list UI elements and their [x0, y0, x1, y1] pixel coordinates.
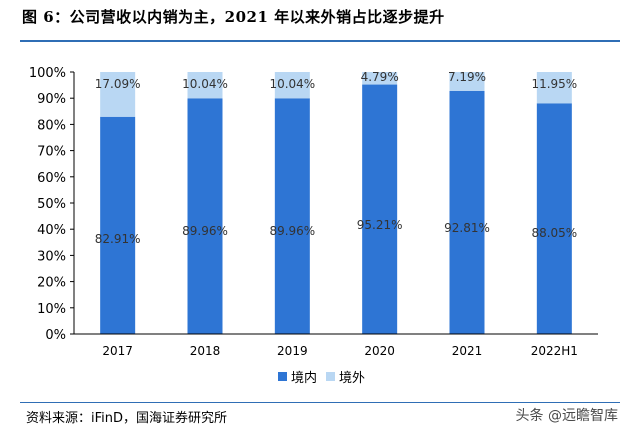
data-label-overseas: 10.04% — [269, 77, 315, 91]
y-tick-label: 70% — [37, 145, 66, 160]
y-tick-label: 100% — [29, 66, 66, 81]
bars: 82.91% 17.09% 89.96% 10.04% 89.96% 10.04% 95.2… — [95, 70, 577, 335]
y-tick-label: 30% — [37, 249, 66, 264]
data-label-overseas: 17.09% — [95, 77, 141, 91]
x-tick-label: 2020 — [364, 344, 395, 358]
source-rule — [20, 402, 620, 403]
bar-domestic — [100, 116, 136, 334]
watermark: 头条 @远瞻智库 — [515, 408, 618, 424]
data-label-overseas: 11.95% — [531, 77, 577, 91]
data-label-domestic: 89.96% — [269, 224, 315, 238]
y-tick-label: 40% — [37, 223, 66, 238]
stacked-bar-chart: 0% 10% 20% 30% 40% 50% 60% 70% 80% 90% 100% 82.91%… — [29, 66, 598, 386]
bar-overseas — [100, 72, 136, 117]
bar-domestic — [187, 98, 223, 334]
bar-overseas — [362, 72, 398, 85]
bar-domestic — [362, 84, 398, 334]
data-label-domestic: 82.91% — [95, 232, 141, 246]
y-tick-label: 10% — [37, 302, 66, 317]
data-label-overseas: 10.04% — [182, 77, 228, 91]
x-tick-label: 2019 — [277, 344, 308, 358]
data-label-domestic: 92.81% — [444, 221, 490, 235]
legend-label-overseas: 境外 — [339, 371, 365, 386]
x-tick-label: 2022H1 — [531, 344, 578, 358]
y-tick-label: 20% — [37, 276, 66, 291]
y-axis: 0% 10% 20% 30% 40% 50% 60% 70% 80% 90% 100% — [29, 66, 75, 343]
source-note: 资料来源：iFinD，国海证券研究所 — [26, 411, 228, 426]
bar-overseas — [449, 72, 485, 91]
legend-swatch-domestic — [278, 372, 287, 381]
bar-overseas — [187, 72, 223, 99]
x-tick-label: 2021 — [452, 344, 483, 358]
legend-label-domestic: 境内 — [291, 370, 317, 386]
data-label-domestic: 89.96% — [182, 224, 228, 238]
data-label-domestic: 88.05% — [531, 226, 577, 240]
data-label-overseas: 7.19% — [448, 70, 486, 84]
figure-title: 图 6：公司营收以内销为主，2021 年以来外销占比逐步提升 — [22, 8, 445, 26]
x-axis: 2017 2018 2019 2020 2021 2022H1 — [74, 333, 598, 358]
bar-domestic — [274, 98, 310, 334]
y-tick-label: 60% — [37, 171, 66, 186]
title-rule — [20, 40, 620, 42]
y-tick-label: 90% — [37, 92, 66, 107]
y-tick-label: 80% — [37, 118, 66, 133]
legend: 境内 境外 — [278, 370, 365, 386]
legend-swatch-overseas — [326, 372, 335, 381]
bar-overseas — [274, 72, 310, 99]
bar-domestic — [536, 103, 572, 335]
x-tick-label: 2017 — [102, 344, 133, 358]
bar-overseas — [536, 72, 572, 104]
y-tick-label: 0% — [45, 328, 66, 343]
x-tick-label: 2018 — [190, 344, 221, 358]
y-tick-label: 50% — [37, 197, 66, 212]
bar-domestic — [449, 90, 485, 334]
data-label-overseas: 4.79% — [361, 70, 399, 84]
data-label-domestic: 95.21% — [357, 218, 403, 232]
